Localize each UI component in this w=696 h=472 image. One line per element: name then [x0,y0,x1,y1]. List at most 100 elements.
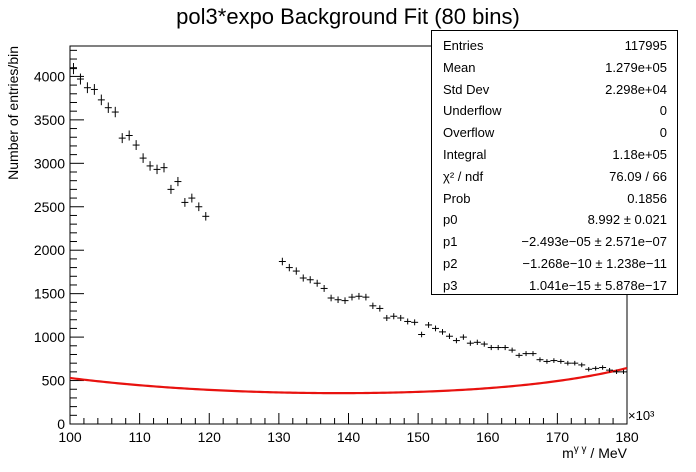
data-point [452,337,460,344]
stats-row: Overflow 0 [432,122,677,143]
stats-label: Overflow [443,125,495,141]
x-tick-label: 100 [58,429,82,445]
data-point [571,360,579,366]
data-point [118,133,126,144]
data-point [195,202,203,212]
data-point [550,358,558,363]
data-point [70,63,77,75]
x-tick-label: 110 [128,429,151,445]
data-point [327,294,335,302]
data-point [348,293,356,301]
data-point [564,360,572,366]
y-tick-label: 0 [57,416,65,432]
stats-value: 117995 [624,38,667,53]
stats-label: Entries [443,38,484,53]
stats-value: −1.268e−10 ± 1.238e−11 [522,256,667,271]
data-point [153,164,161,175]
data-point [501,344,509,351]
stats-row: Integral 1.18e+05 [432,144,677,165]
y-tick-label: 1500 [34,286,65,302]
stats-row: Entries 117995 [432,35,677,56]
x-tick-label: 120 [198,429,222,445]
x-tick-label: 170 [546,429,570,445]
stats-row: p1 −2.493e−05 ± 2.571e−07 [432,231,677,252]
stats-row: Prob 0.1856 [432,188,677,209]
data-point [320,285,328,292]
data-point [620,369,627,374]
data-point [369,302,377,310]
y-tick-label: 3500 [34,112,65,128]
data-point [459,334,467,340]
data-point [508,347,516,353]
data-point [411,319,419,326]
data-point [432,325,440,332]
data-point [445,333,453,339]
y-tick-label: 2500 [34,199,65,215]
stats-value: −2.493e−05 ± 2.571e−07 [521,234,667,250]
stats-row: Underflow 0 [432,100,677,121]
data-point [522,351,530,357]
x-tick-label: 180 [615,429,639,445]
data-point [174,176,182,187]
stats-label: Underflow [443,103,502,119]
data-point [585,367,593,372]
stats-value: 1.18e+05 [612,147,667,162]
data-point [466,340,474,346]
stats-value: 0 [659,103,667,119]
stats-value: 8.992 ± 0.021 [587,212,667,228]
data-point [334,296,342,304]
data-point [473,339,481,345]
data-point [285,263,293,272]
data-point [132,140,140,150]
data-point [397,314,405,322]
y-axis-label: Number of entries/bin [5,46,21,180]
data-point [494,344,502,351]
data-point [390,313,398,320]
data-point [278,257,286,266]
stats-label: Std Dev [443,81,490,97]
stats-value: 76.09 / 66 [609,168,667,184]
data-point [439,329,446,335]
data-point [160,162,168,173]
y-tick-label: 500 [42,373,66,389]
data-point [418,331,426,338]
data-point [599,365,607,370]
stats-label: p2 [443,256,458,271]
data-point [404,318,412,325]
data-point [292,267,300,275]
data-point [167,184,175,194]
data-point [425,322,433,328]
stats-label: p1 [443,234,458,250]
y-tick-label: 1000 [34,329,65,345]
data-point [76,73,84,85]
data-point [313,279,321,287]
data-point [557,359,565,364]
data-point [111,106,119,118]
data-point [299,274,307,282]
data-point [146,161,154,171]
y-tick-label: 2000 [34,242,65,258]
stats-label: p3 [443,277,458,293]
stats-label: p0 [443,212,458,228]
fit-curve [69,366,628,395]
data-point [104,102,112,113]
stats-label: Integral [443,147,487,162]
stats-value: 0 [659,125,667,141]
data-point [97,94,105,106]
data-point [543,359,551,364]
data-point [90,84,98,95]
data-point [529,351,537,357]
x-tick-label: 130 [267,429,291,445]
data-point [125,130,133,141]
data-point [83,82,91,94]
data-point [383,314,391,322]
data-point [181,198,189,207]
data-point [341,297,349,304]
chart-title: pol3*expo Background Fit (80 bins) [176,4,520,29]
y-tick-label: 3000 [34,155,65,171]
stats-value: 1.279e+05 [605,59,667,75]
data-point [578,362,586,368]
data-point [355,292,363,300]
data-point [487,344,495,351]
